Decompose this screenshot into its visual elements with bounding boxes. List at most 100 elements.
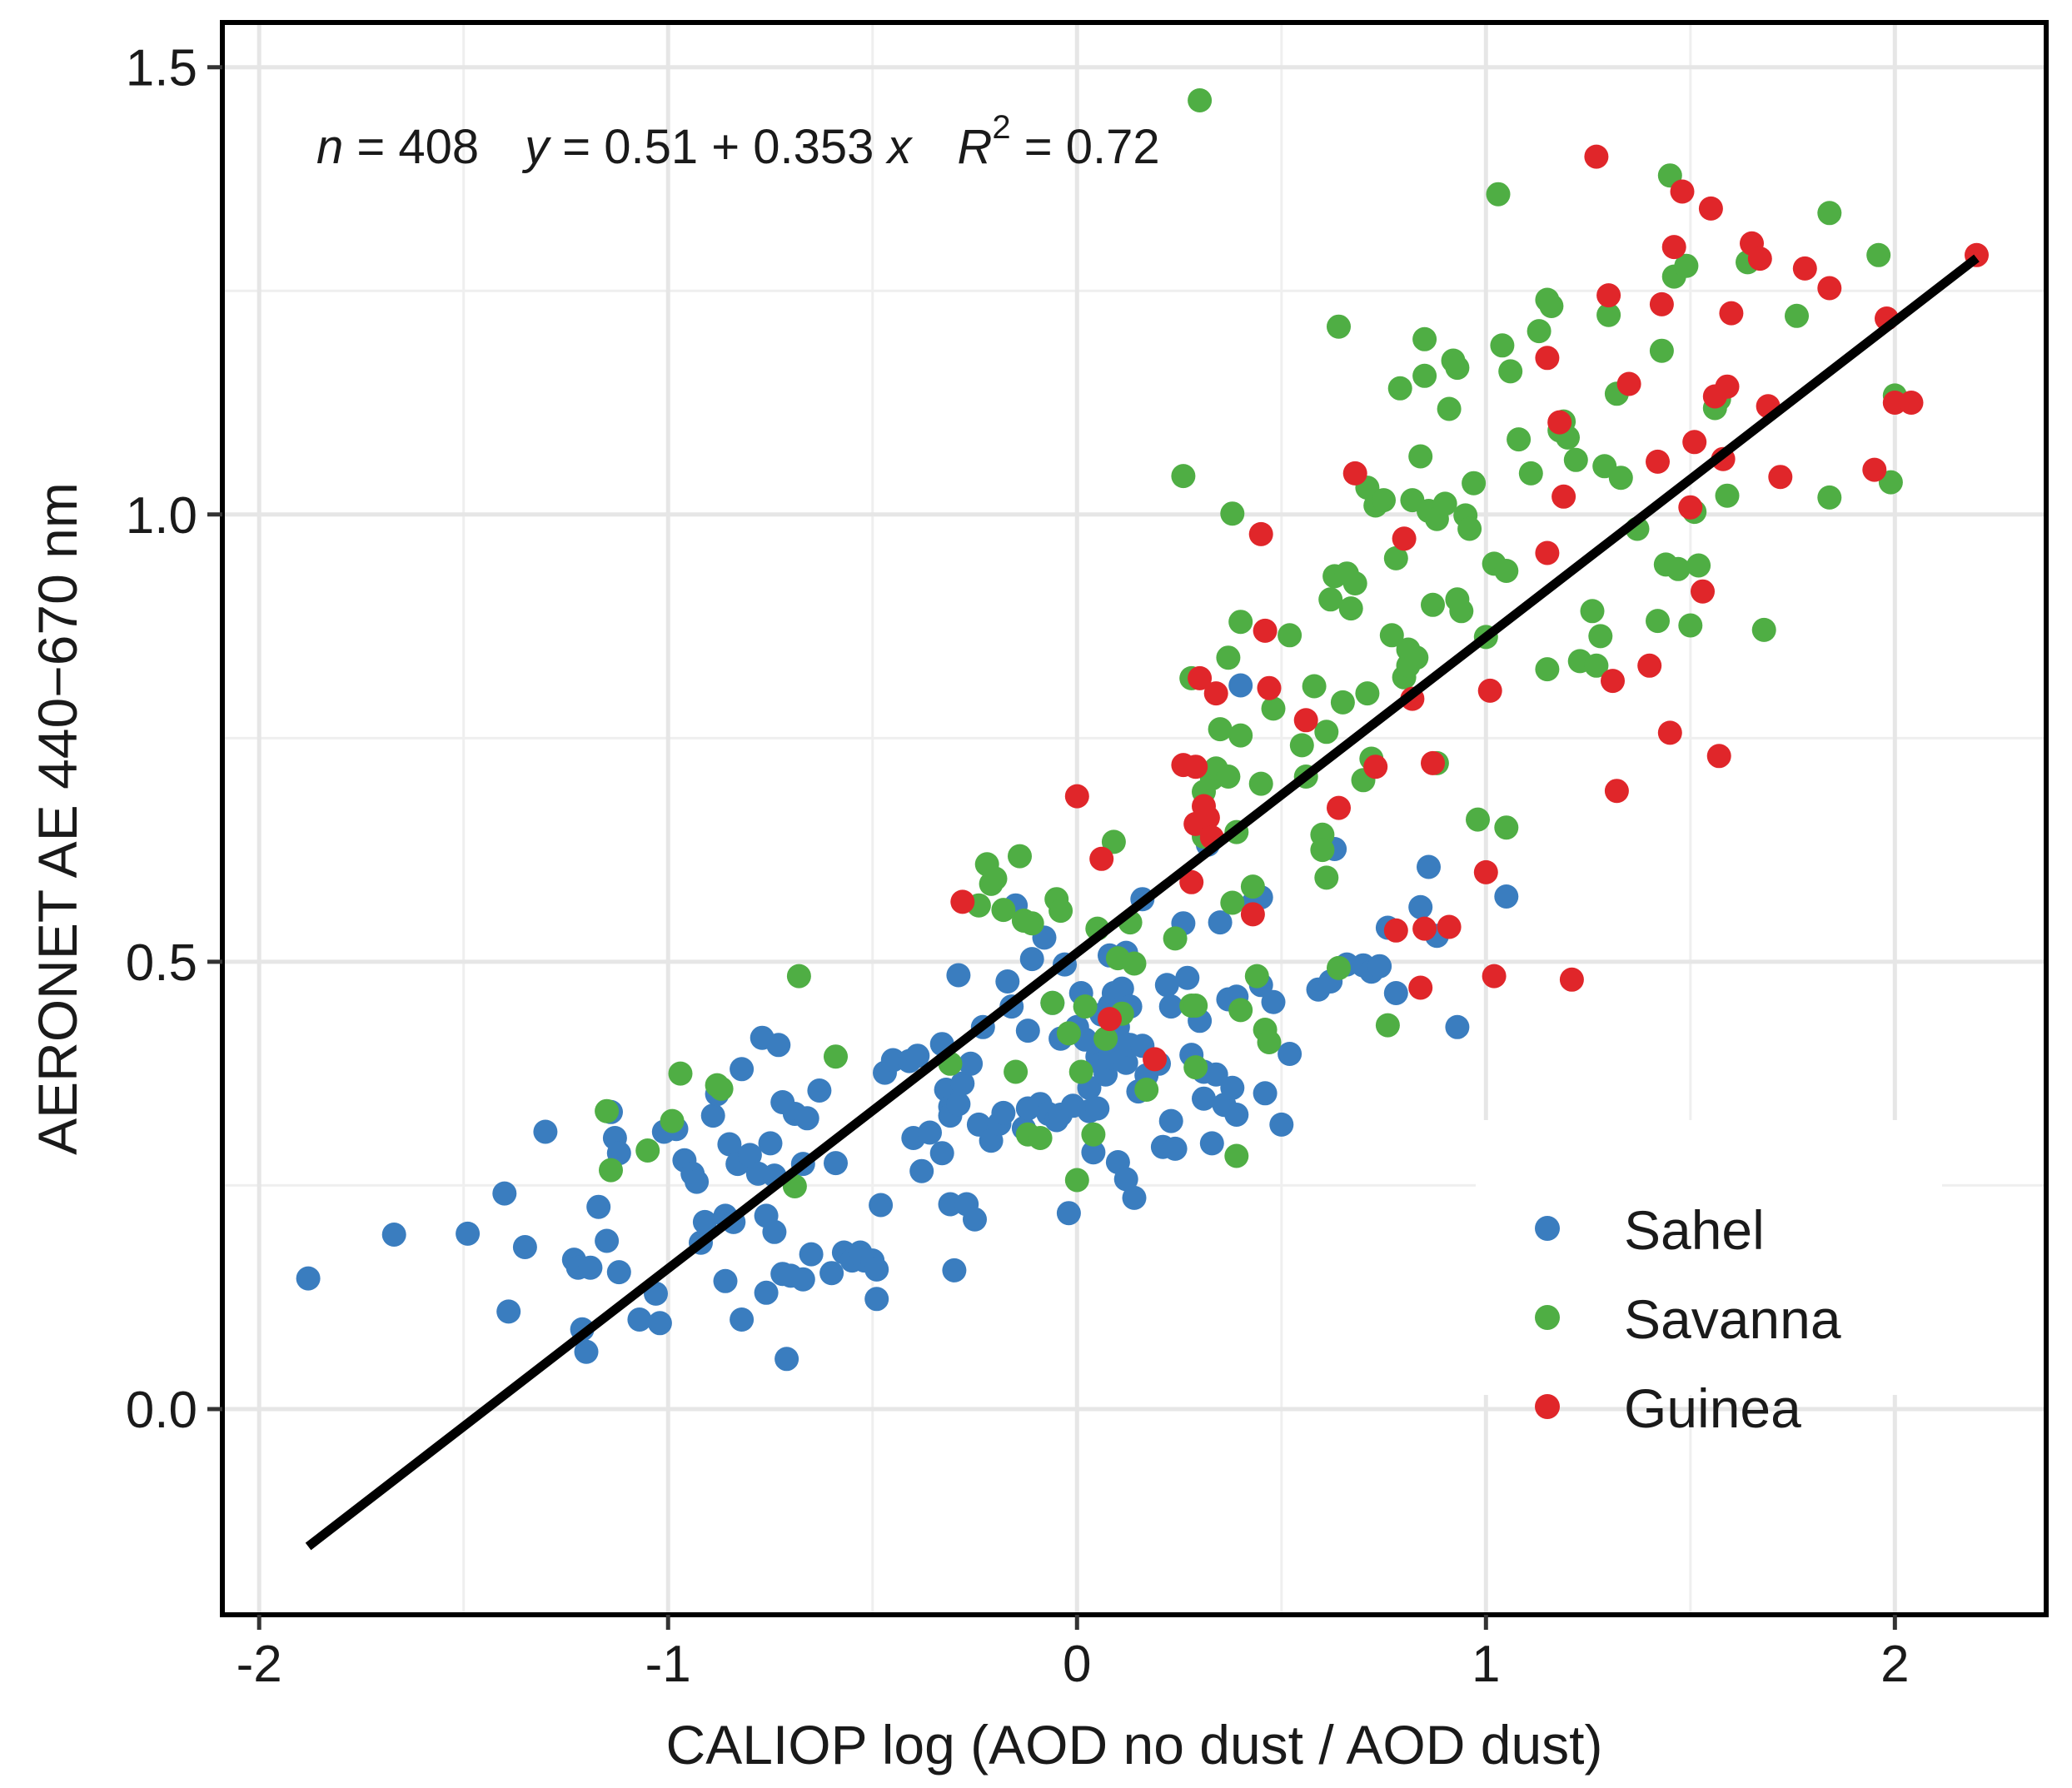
data-point-savanna: [668, 1061, 693, 1086]
data-point-guinea: [1421, 750, 1445, 775]
data-point-guinea: [1691, 579, 1715, 604]
data-point-savanna: [1437, 396, 1462, 421]
data-point-guinea: [1657, 720, 1682, 745]
data-point-guinea: [1706, 744, 1731, 769]
data-point-guinea: [1143, 1047, 1168, 1072]
regression-annotation: n = 408 y = 0.51 + 0.353 x R2 = 0.72: [316, 109, 1160, 174]
data-point-sahel: [1383, 981, 1408, 1005]
data-point-sahel: [775, 1347, 799, 1372]
legend-key-sahel: [1535, 1216, 1560, 1241]
data-point-guinea: [1535, 346, 1560, 371]
data-point-guinea: [1203, 681, 1228, 706]
data-point-sahel: [574, 1339, 599, 1364]
series-savanna: [595, 88, 1907, 1198]
data-point-savanna: [1314, 865, 1339, 890]
data-point-guinea: [1637, 653, 1662, 678]
data-point-guinea: [1342, 461, 1367, 486]
x-tick-label: 0: [1063, 1636, 1091, 1693]
data-point-savanna: [1498, 359, 1523, 384]
data-point-sahel: [1417, 854, 1441, 879]
data-point-guinea: [1616, 371, 1641, 396]
data-point-savanna: [1228, 723, 1253, 748]
data-point-sahel: [730, 1307, 755, 1332]
data-point-sahel: [754, 1280, 779, 1305]
data-point-savanna: [1785, 303, 1809, 328]
data-point-sahel: [1367, 954, 1392, 979]
data-point-savanna: [1040, 990, 1065, 1015]
data-point-guinea: [1559, 967, 1584, 992]
data-point-guinea: [1682, 430, 1707, 455]
data-point-savanna: [1342, 571, 1367, 595]
data-point-savanna: [1507, 427, 1532, 452]
legend-key-savanna: [1535, 1305, 1560, 1330]
data-point-guinea: [1195, 805, 1220, 830]
data-point-sahel: [929, 1141, 954, 1166]
data-point-savanna: [1539, 294, 1564, 318]
y-tick-label: 1.0: [126, 487, 197, 545]
data-point-savanna: [1257, 1030, 1282, 1054]
data-point-sahel: [647, 1311, 672, 1336]
data-point-savanna: [1666, 556, 1691, 581]
data-point-sahel: [685, 1169, 710, 1194]
legend-key-guinea: [1535, 1394, 1560, 1419]
legend-label-savanna: Savanna: [1624, 1288, 1841, 1350]
data-point-sahel: [942, 1258, 967, 1282]
data-point-sahel: [799, 1242, 824, 1267]
annotation-n-value: = 408: [343, 120, 479, 174]
annotation-y-symbol: y: [521, 120, 551, 174]
data-point-savanna: [1068, 1059, 1093, 1084]
data-point-sahel: [1208, 910, 1233, 935]
data-point-savanna: [1866, 242, 1891, 267]
y-tick-label: 1.5: [126, 40, 197, 97]
data-point-savanna: [1188, 88, 1213, 112]
data-point-sahel: [456, 1221, 481, 1246]
legend-item-savanna: Savanna: [1535, 1288, 1841, 1350]
data-point-sahel: [819, 1261, 844, 1286]
data-point-savanna: [1494, 559, 1519, 583]
data-point-savanna: [1228, 998, 1253, 1023]
y-axis-title: AERONET AE 440−670 nm: [27, 482, 88, 1155]
data-point-sahel: [766, 1033, 791, 1058]
data-point-sahel: [578, 1255, 603, 1280]
data-point-guinea: [1064, 784, 1089, 809]
y-tick-label: 0.0: [126, 1382, 197, 1439]
data-point-savanna: [1817, 201, 1842, 226]
data-point-savanna: [1261, 696, 1286, 721]
data-point-savanna: [1462, 471, 1487, 496]
legend: Sahel Savanna Guinea: [1476, 1120, 1942, 1439]
data-point-guinea: [1604, 779, 1629, 804]
data-point-savanna: [1387, 376, 1412, 401]
data-point-sahel: [492, 1181, 517, 1206]
data-point-savanna: [1056, 1021, 1081, 1046]
data-point-sahel: [1269, 1112, 1294, 1137]
data-point-sahel: [1192, 1086, 1216, 1111]
data-point-savanna: [1408, 444, 1433, 469]
data-point-sahel: [1261, 989, 1286, 1014]
data-point-savanna: [1646, 609, 1670, 634]
data-point-savanna: [1248, 771, 1273, 796]
data-point-guinea: [950, 889, 975, 914]
data-point-sahel: [1113, 1167, 1138, 1192]
data-point-savanna: [1518, 461, 1543, 486]
data-point-savanna: [1817, 485, 1842, 510]
data-point-sahel: [864, 1287, 889, 1312]
data-point-guinea: [1179, 869, 1204, 894]
data-point-savanna: [1244, 964, 1269, 989]
data-point-sahel: [730, 1057, 755, 1082]
data-point-savanna: [1004, 1059, 1029, 1084]
data-point-sahel: [1203, 1062, 1228, 1087]
data-point-sahel: [692, 1209, 717, 1234]
data-point-sahel: [381, 1223, 406, 1247]
regression-line: [305, 254, 1980, 1551]
data-point-savanna: [1220, 890, 1245, 915]
data-point-savanna: [1216, 765, 1241, 789]
legend-item-guinea: Guinea: [1535, 1377, 1801, 1439]
data-point-sahel: [995, 969, 1020, 994]
data-point-sahel: [1081, 1140, 1106, 1165]
data-point-sahel: [762, 1219, 787, 1244]
series-sahel: [296, 673, 1519, 1372]
legend-item-sahel: Sahel: [1535, 1199, 1765, 1261]
data-point-sahel: [758, 1131, 783, 1156]
data-point-guinea: [1899, 391, 1924, 415]
